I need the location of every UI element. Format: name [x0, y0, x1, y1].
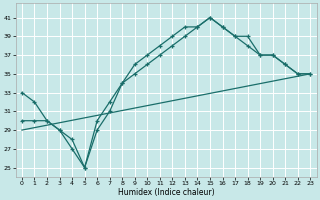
X-axis label: Humidex (Indice chaleur): Humidex (Indice chaleur) [118, 188, 214, 197]
